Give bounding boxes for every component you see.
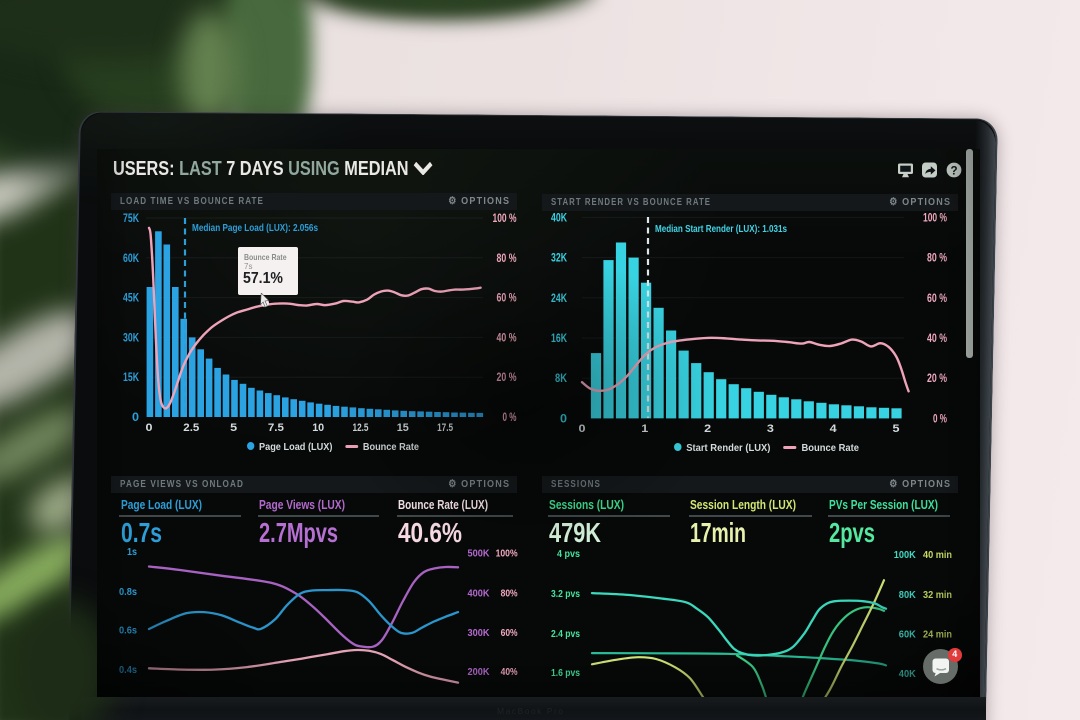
- svg-text:40 %: 40 %: [927, 333, 947, 345]
- svg-text:24K: 24K: [551, 293, 568, 305]
- svg-text:17.5: 17.5: [437, 422, 453, 434]
- svg-text:8K: 8K: [555, 373, 568, 385]
- svg-text:0: 0: [146, 422, 153, 434]
- svg-text:80%: 80%: [501, 588, 519, 600]
- svg-text:32 min: 32 min: [923, 589, 952, 601]
- svg-text:10: 10: [312, 422, 324, 434]
- svg-text:0.6s: 0.6s: [119, 624, 137, 636]
- svg-text:40 min: 40 min: [923, 549, 952, 561]
- svg-text:4 pvs: 4 pvs: [557, 548, 580, 560]
- svg-text:24 min: 24 min: [923, 629, 952, 641]
- svg-text:40K: 40K: [899, 668, 916, 680]
- svg-text:40 %: 40 %: [497, 332, 517, 344]
- svg-text:1s: 1s: [127, 546, 137, 558]
- svg-text:?: ?: [950, 164, 957, 177]
- svg-text:300K: 300K: [468, 627, 490, 639]
- svg-text:1: 1: [641, 423, 648, 435]
- svg-text:2.4 pvs: 2.4 pvs: [551, 628, 580, 640]
- svg-text:5: 5: [893, 423, 900, 435]
- svg-text:4: 4: [830, 423, 838, 435]
- svg-text:15K: 15K: [123, 372, 140, 384]
- svg-text:60 %: 60 %: [497, 293, 517, 305]
- svg-text:7.5: 7.5: [268, 422, 284, 434]
- svg-text:5: 5: [230, 422, 237, 434]
- svg-text:100 %: 100 %: [923, 212, 947, 224]
- svg-text:0: 0: [579, 423, 586, 435]
- svg-text:12.5: 12.5: [353, 422, 369, 434]
- svg-text:0 %: 0 %: [933, 413, 947, 425]
- svg-text:20 %: 20 %: [927, 373, 947, 385]
- svg-text:75K: 75K: [123, 213, 140, 225]
- svg-text:16K: 16K: [551, 333, 568, 345]
- svg-text:100%: 100%: [496, 548, 519, 560]
- svg-text:0: 0: [560, 413, 567, 425]
- svg-text:20 %: 20 %: [497, 372, 517, 384]
- svg-text:45K: 45K: [123, 293, 140, 305]
- svg-text:100K: 100K: [894, 549, 916, 561]
- svg-text:0: 0: [132, 412, 139, 424]
- svg-text:3: 3: [767, 423, 774, 435]
- svg-text:80 %: 80 %: [927, 253, 947, 265]
- svg-text:60 %: 60 %: [927, 293, 947, 305]
- svg-text:60%: 60%: [501, 627, 519, 639]
- svg-text:3.2 pvs: 3.2 pvs: [551, 588, 580, 600]
- svg-text:2.5: 2.5: [183, 422, 199, 434]
- svg-text:80K: 80K: [899, 589, 916, 601]
- svg-text:15: 15: [397, 422, 409, 434]
- svg-text:60K: 60K: [899, 629, 916, 641]
- svg-text:200K: 200K: [468, 666, 490, 678]
- svg-text:80 %: 80 %: [497, 253, 517, 265]
- svg-text:500K: 500K: [468, 548, 490, 560]
- svg-text:40K: 40K: [551, 212, 568, 224]
- svg-text:60K: 60K: [123, 253, 140, 265]
- svg-text:2: 2: [704, 423, 711, 435]
- svg-text:0.4s: 0.4s: [119, 664, 137, 676]
- svg-text:0 %: 0 %: [503, 412, 517, 424]
- svg-text:400K: 400K: [468, 588, 490, 600]
- svg-text:0.8s: 0.8s: [119, 586, 137, 598]
- svg-text:30K: 30K: [123, 332, 140, 344]
- svg-text:40%: 40%: [501, 666, 519, 678]
- svg-text:32K: 32K: [551, 253, 568, 265]
- svg-text:100 %: 100 %: [493, 213, 517, 225]
- svg-text:1.6 pvs: 1.6 pvs: [551, 667, 580, 679]
